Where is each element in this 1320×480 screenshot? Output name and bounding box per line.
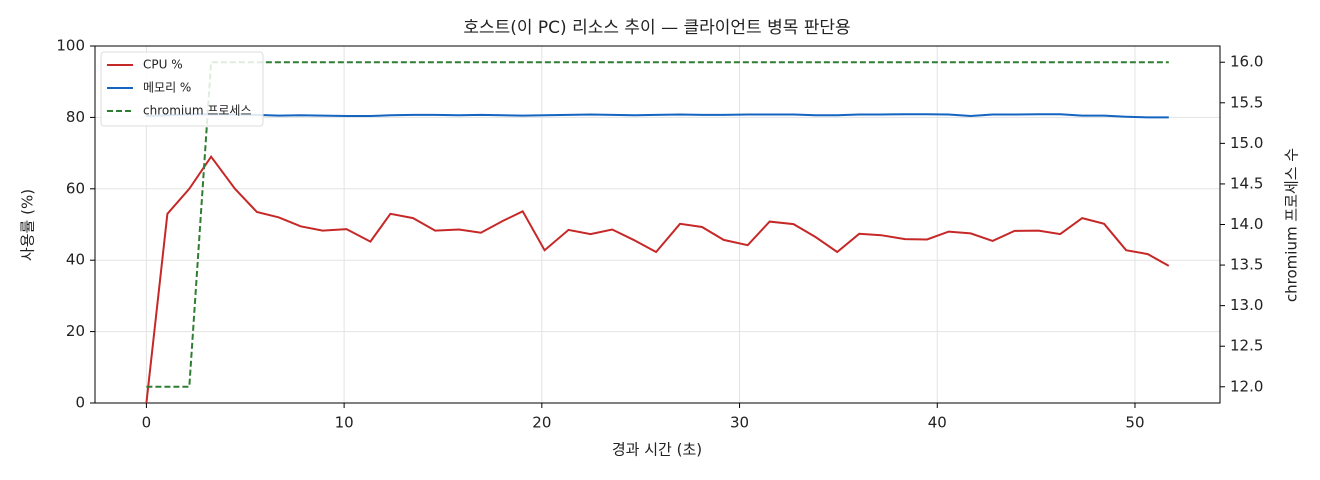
legend: CPU % 메모리 % chromium 프로세스	[100, 51, 264, 127]
series-line	[145, 154, 1170, 404]
y2-tick-label: 13.5	[1230, 256, 1263, 274]
y2-tick-label: 15.0	[1230, 134, 1263, 152]
y-axis-label: 사용률 (%)	[19, 189, 37, 261]
x-tick-label: 30	[730, 414, 749, 432]
y-tick-label: 40	[66, 251, 85, 269]
y-tick-label: 60	[66, 179, 85, 197]
legend-label: chromium 프로세스	[143, 104, 252, 118]
chart-title: 호스트(이 PC) 리소스 추이 — 클라이언트 병목 판단용	[463, 18, 850, 38]
x-tick-label: 40	[928, 414, 947, 432]
series-line	[146, 61, 1169, 388]
y-tick-label: 0	[75, 394, 85, 412]
y2-tick-label: 16.0	[1230, 53, 1263, 71]
y2-tick-label: 14.5	[1230, 174, 1263, 192]
y2-tick-label: 12.5	[1230, 337, 1263, 355]
y2-tick-label: 12.0	[1230, 377, 1263, 395]
y2-tick-label: 14.0	[1230, 215, 1263, 233]
x-axis-label: 경과 시간 (초)	[612, 441, 702, 459]
series-line	[146, 113, 1169, 119]
legend-label: CPU %	[143, 58, 183, 72]
legend-box	[100, 51, 264, 127]
y-tick-label: 100	[56, 37, 85, 55]
y-tick-label: 80	[66, 108, 85, 126]
y2-tick-label: 15.5	[1230, 93, 1263, 111]
x-tick-label: 20	[532, 414, 551, 432]
plot-frame	[94, 45, 1221, 404]
y2-tick-label: 13.0	[1230, 296, 1263, 314]
x-tick-label: 0	[142, 414, 152, 432]
x-tick-label: 50	[1125, 414, 1144, 432]
legend-label: 메모리 %	[143, 81, 191, 95]
x-tick-label: 10	[335, 414, 354, 432]
y2-axis-label: chromium 프로세스 수	[1283, 148, 1301, 302]
y-tick-label: 20	[66, 322, 85, 340]
